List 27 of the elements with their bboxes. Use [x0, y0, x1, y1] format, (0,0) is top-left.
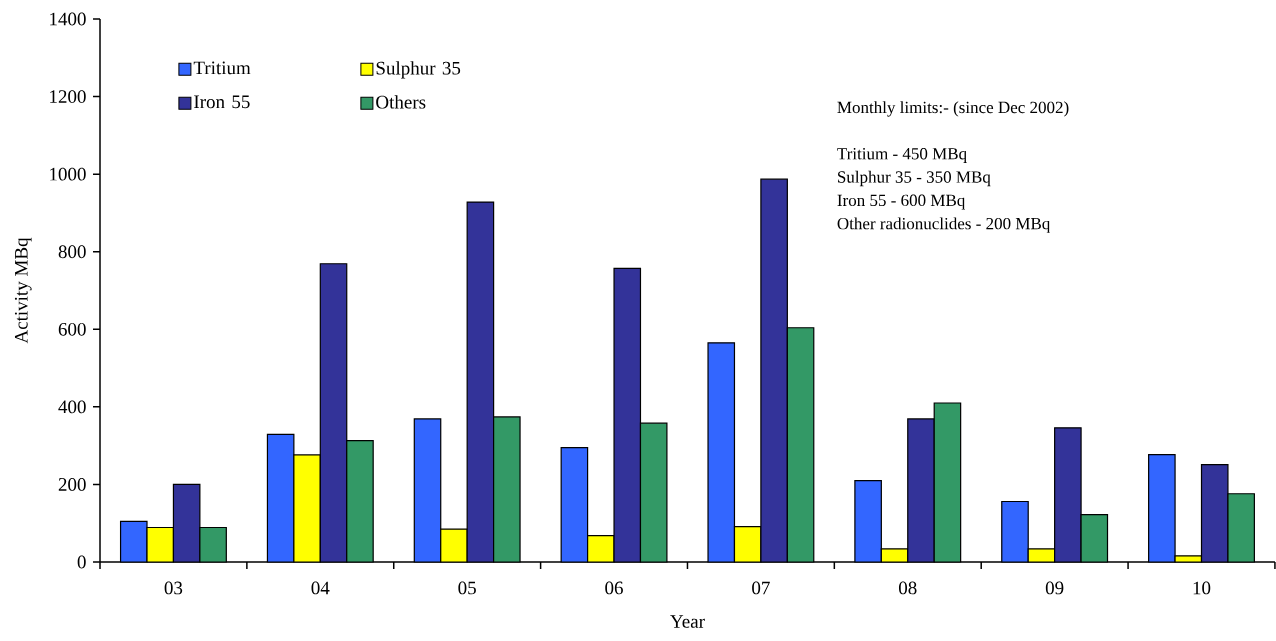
y-tick-label: 400 — [58, 400, 86, 414]
annotation: Other radionuclides - 200 MBq — [837, 217, 1050, 233]
x-axis-title: Year — [670, 615, 705, 628]
legend-label: Iron 55 — [194, 95, 250, 109]
y-axis-title: Activity MBq — [14, 237, 32, 344]
x-tick-label: 07 — [752, 581, 770, 595]
y-tick-label: 1200 — [50, 90, 86, 103]
y-tick-label: 600 — [58, 322, 86, 336]
x-tick-label: 08 — [898, 581, 917, 595]
y-tick-label: 1000 — [50, 167, 86, 181]
x-tick-label: 03 — [164, 581, 183, 595]
y-tick-label: 800 — [58, 245, 86, 259]
annotation: Tritium - 450 MBq — [837, 147, 967, 163]
annotation: Iron 55 - 600 MBq — [837, 194, 966, 210]
x-tick-label: 05 — [458, 581, 476, 595]
x-tick-label: 10 — [1193, 581, 1211, 595]
y-tick-label: 0 — [77, 555, 86, 569]
legend-label: Others — [376, 95, 426, 109]
y-tick-label: 200 — [58, 478, 86, 491]
y-tick-label: 1400 — [50, 12, 86, 26]
x-tick-label: 04 — [311, 581, 330, 595]
annotation: Monthly limits:- (since Dec 2002) — [837, 101, 1069, 117]
annotation: Sulphur 35 - 350 MBq — [838, 170, 991, 187]
legend-label: Sulphur 35 — [376, 61, 461, 79]
x-tick-label: 09 — [1045, 581, 1064, 595]
x-tick-label: 06 — [605, 581, 623, 595]
legend-label: Tritium — [193, 61, 251, 75]
